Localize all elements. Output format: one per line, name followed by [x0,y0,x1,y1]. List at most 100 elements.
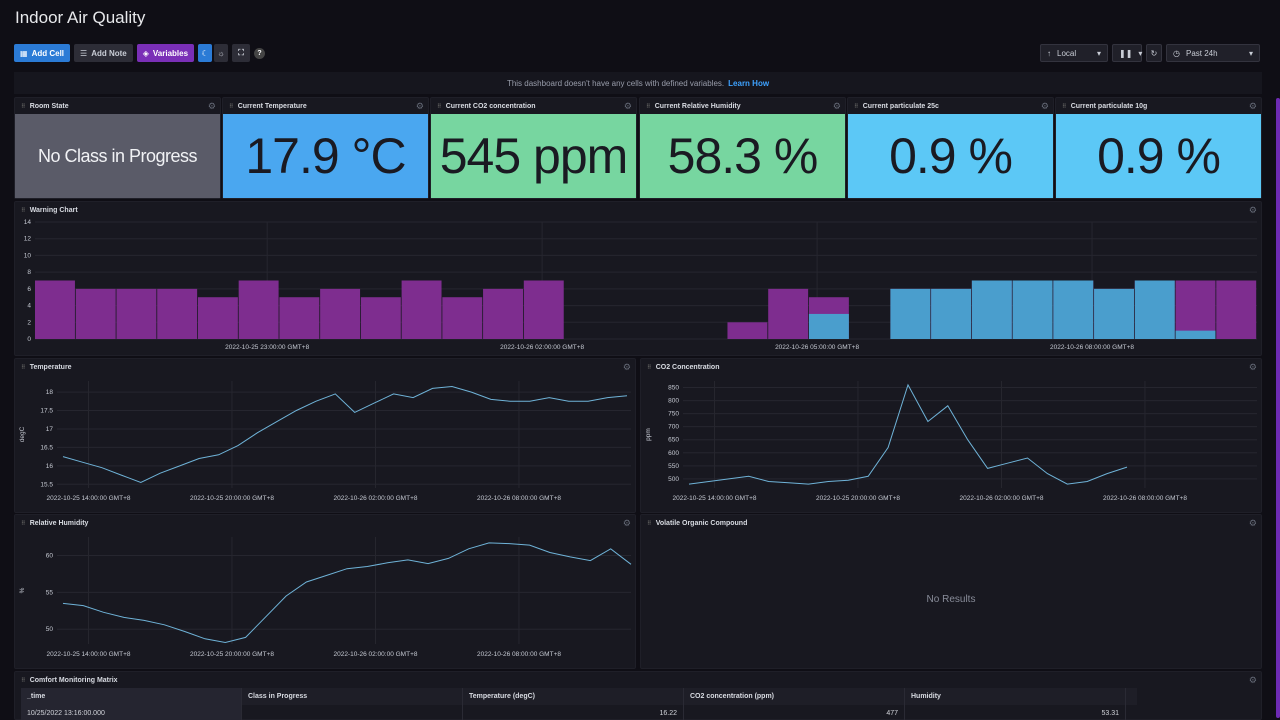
table-header-cell[interactable]: CO2 concentration (ppm) [684,688,905,705]
gear-icon[interactable]: ⚙ [1248,674,1257,685]
auto-refresh-dropdown[interactable]: ❚❚ ▾ [1112,44,1142,62]
gear-icon[interactable]: ⚙ [832,100,841,111]
x-tick-label: 2022-10-26 05:00:00 GMT+8 [775,344,859,351]
cell-header: ⠿ Current particulate 10g ⚙ [1056,98,1261,114]
bar [279,297,320,339]
gear-icon[interactable]: ⚙ [622,517,631,528]
drag-handle-icon[interactable]: ⠿ [21,364,26,371]
drag-handle-icon[interactable]: ⠿ [21,520,26,527]
series-line [62,542,632,644]
bar [157,288,198,339]
voc-cell: ⠿ Volatile Organic Compound ⚙ No Results [640,514,1262,669]
co2-value: 545 ppm [431,114,636,198]
drag-handle-icon[interactable]: ⠿ [647,364,652,371]
add-cell-button[interactable]: ▦ Add Cell [14,44,71,62]
drag-handle-icon[interactable]: ⠿ [1062,103,1067,110]
bar [116,288,157,339]
pm10-value: 0.9 % [1056,114,1261,198]
drag-handle-icon[interactable]: ⠿ [21,677,26,684]
bar [523,280,564,339]
drag-handle-icon[interactable]: ⠿ [437,103,442,110]
add-cell-label: Add Cell [31,48,65,58]
cell-header: ⠿ CO2 Concentration ⚙ [641,359,1261,375]
current-humidity-cell: ⠿ Current Relative Humidity ⚙ 58.3 % [639,97,846,199]
bar [75,288,116,339]
x-tick-label: 2022-10-26 02:00:00 GMT+8 [333,651,417,658]
y-tick-label: 700 [668,424,679,431]
y-tick-label: 55 [46,589,54,596]
x-tick-label: 2022-10-26 08:00:00 GMT+8 [477,495,561,502]
drag-handle-icon[interactable]: ⠿ [647,520,652,527]
help-icon[interactable]: ? [254,47,266,59]
gear-icon[interactable]: ⚙ [1040,100,1049,111]
bar [1053,280,1094,339]
y-tick-label: 50 [46,626,54,633]
note-icon: ☰ [80,48,88,58]
bar [768,288,809,339]
add-note-button[interactable]: ☰ Add Note [74,44,133,62]
gear-icon[interactable]: ⚙ [1248,517,1257,528]
table-header-cell[interactable]: Class in Progress [242,688,463,705]
y-tick-label: 750 [668,411,679,418]
light-mode-icon[interactable]: ☼ [214,44,229,62]
presentation-mode-icon[interactable]: ⛶ [232,44,251,62]
table-header-cell[interactable]: _time [21,688,242,705]
gear-icon[interactable]: ⚙ [1248,100,1257,111]
bar [1012,280,1053,339]
y-tick-label: 500 [668,476,679,483]
page-scrollbar[interactable] [1276,98,1280,718]
y-axis-label: ppm [645,428,652,441]
learn-how-link[interactable]: Learn How [728,78,770,88]
drag-handle-icon[interactable]: ⠿ [229,103,234,110]
dashboard-toolbar: ▦ Add Cell ☰ Add Note ◈ Variables ☾ ☼ ⛶ … [14,44,266,62]
current-pm25-cell: ⠿ Current particulate 25c ⚙ 0.9 % [847,97,1054,199]
variables-button[interactable]: ◈ Variables [136,44,195,62]
comfort-matrix-cell: ⠿ Comfort Monitoring Matrix ⚙ _time Class… [14,671,1262,720]
cell-title: Volatile Organic Compound [655,519,748,527]
table-header-cell[interactable]: Humidity [905,688,1126,705]
drag-handle-icon[interactable]: ⠿ [646,103,651,110]
gear-icon[interactable]: ⚙ [207,100,216,111]
time-range-dropdown[interactable]: ◷ Past 24h ▾ [1166,44,1260,62]
x-tick-label: 2022-10-25 23:00:00 GMT+8 [225,344,309,351]
gear-icon[interactable]: ⚙ [1248,361,1257,372]
gear-icon[interactable]: ⚙ [1248,204,1257,215]
y-tick-label: 8 [27,269,31,276]
cell-title: Relative Humidity [29,519,89,527]
temperature-chart: 15.5 16 16.5 17 17.5 18 2022-10-25 14:00:00 GM… [19,381,631,502]
current-temperature-cell: ⠿ Current Temperature ⚙ 17.9 °C [222,97,429,199]
y-tick-label: 17.5 [40,408,53,415]
x-tick-label: 2022-10-25 14:00:00 GMT+8 [46,651,130,658]
humidity-value: 58.3 % [640,114,845,198]
table-header-cell[interactable]: Temperature (degC) [463,688,684,705]
series-line [688,383,1128,485]
cell-header: ⠿ Comfort Monitoring Matrix ⚙ [15,672,1261,688]
x-tick-label: 2022-10-26 02:00:00 GMT+8 [959,495,1043,502]
bar [483,288,523,339]
x-tick-label: 2022-10-26 02:00:00 GMT+8 [500,344,584,351]
x-tick-label: 2022-10-25 20:00:00 GMT+8 [816,495,900,502]
y-tick-label: 18 [46,389,54,396]
y-tick-label: 0 [27,336,31,343]
drag-handle-icon[interactable]: ⠿ [21,103,26,110]
gear-icon[interactable]: ⚙ [415,100,424,111]
y-tick-label: 17 [46,426,54,433]
gear-icon[interactable]: ⚙ [622,361,631,372]
timezone-label: Local [1057,48,1077,58]
gear-icon[interactable]: ⚙ [623,100,632,111]
drag-handle-icon[interactable]: ⠿ [21,207,26,214]
x-tick-label: 2022-10-25 14:00:00 GMT+8 [672,495,756,502]
refresh-icon: ↻ [1150,48,1158,58]
y-tick-label: 600 [668,450,679,457]
cell-title: Current Temperature [237,102,307,110]
refresh-button[interactable]: ↻ [1146,44,1162,62]
bar [360,297,401,339]
timezone-icon: ↑ [1047,48,1051,58]
y-axis-label: % [19,587,26,593]
drag-handle-icon[interactable]: ⠿ [854,103,859,110]
cell-title: Warning Chart [29,206,78,214]
dark-mode-icon[interactable]: ☾ [198,44,213,62]
timezone-dropdown[interactable]: ↑ Local ▾ [1040,44,1108,62]
banner-text: This dashboard doesn't have any cells wi… [506,78,725,88]
bar [401,280,442,339]
